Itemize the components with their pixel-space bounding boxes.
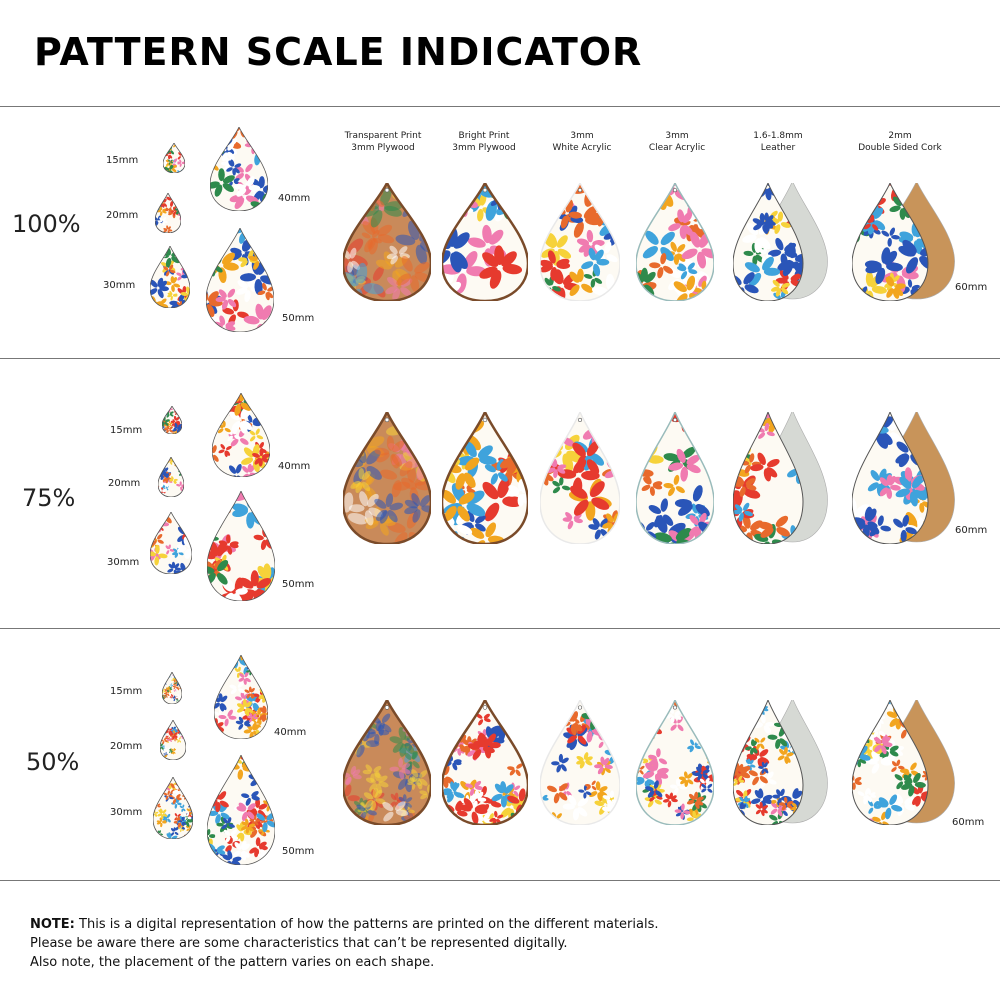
teardrop-size-sample [158, 457, 184, 497]
divider [0, 358, 1000, 359]
swatch-leather [733, 183, 828, 301]
size-label-50mm: 50mm [282, 579, 315, 590]
size-label-15mm: 15mm [106, 155, 139, 166]
swatch-leather [733, 700, 828, 825]
size-label-30mm: 30mm [103, 280, 136, 291]
material-label-leather: 1.6-1.8mm Leather [753, 131, 803, 153]
swatch-leather [733, 412, 828, 544]
note-line-1: This is a digital representation of how … [74, 917, 659, 932]
material-label-white-acrylic: 3mm White Acrylic [552, 131, 612, 153]
material-label-transparent-plywood: Transparent Print 3mm Plywood [344, 131, 422, 153]
swatch-white-acrylic [540, 700, 620, 825]
note-line-2: Please be aware there are some character… [30, 936, 568, 951]
swatch-clear-acrylic [636, 183, 714, 301]
size-label-20mm: 20mm [110, 741, 143, 752]
teardrop-size-sample [212, 393, 270, 477]
size-label-50mm: 50mm [282, 313, 315, 324]
teardrop-size-sample [160, 720, 186, 760]
teardrop-size-sample [162, 672, 182, 704]
material-label-clear-acrylic: 3mm Clear Acrylic [648, 131, 706, 153]
size-label-30mm: 30mm [110, 807, 143, 818]
note-line-3: Also note, the placement of the pattern … [30, 955, 435, 970]
divider [0, 628, 1000, 629]
scale-label-100: 100% [12, 210, 81, 238]
swatch-cork [852, 183, 955, 301]
swatch-cork [852, 412, 955, 544]
teardrop-size-sample [150, 246, 190, 308]
size-label-40mm: 40mm [278, 193, 311, 204]
swatch-clear-acrylic [636, 412, 714, 544]
size-label-40mm: 40mm [278, 461, 311, 472]
scale-label-50: 50% [26, 748, 80, 776]
size-label-15mm: 15mm [110, 686, 143, 697]
note-block: NOTE: This is a digital representation o… [30, 915, 659, 972]
teardrop-size-sample [206, 228, 274, 332]
material-label-cork: 2mm Double Sided Cork [858, 131, 942, 153]
size-label-60mm: 60mm [955, 525, 988, 536]
swatch-bright-plywood [442, 700, 528, 825]
swatch-transparent-plywood [343, 412, 431, 544]
teardrop-size-sample [207, 491, 275, 601]
divider [0, 106, 1000, 107]
teardrop-size-sample [162, 406, 182, 434]
size-label-15mm: 15mm [110, 425, 143, 436]
size-label-60mm: 60mm [955, 282, 988, 293]
divider [0, 880, 1000, 881]
swatch-cork [852, 700, 955, 825]
swatch-bright-plywood [442, 412, 528, 544]
swatch-transparent-plywood [343, 700, 431, 825]
teardrop-size-sample [207, 755, 275, 865]
note-label: NOTE: [30, 917, 75, 932]
teardrop-size-sample [210, 127, 268, 211]
teardrop-size-sample [150, 512, 192, 574]
teardrop-size-sample [153, 777, 193, 839]
page-title: PATTERN SCALE INDICATOR [34, 30, 643, 74]
size-label-20mm: 20mm [108, 478, 141, 489]
size-label-30mm: 30mm [107, 557, 140, 568]
size-label-60mm: 60mm [952, 817, 985, 828]
swatch-clear-acrylic [636, 700, 714, 825]
size-label-50mm: 50mm [282, 846, 315, 857]
teardrop-size-sample [214, 655, 268, 739]
material-label-bright-plywood: Bright Print 3mm Plywood [452, 131, 516, 153]
swatch-white-acrylic [540, 183, 620, 301]
swatch-white-acrylic [540, 412, 620, 544]
swatch-bright-plywood [442, 183, 528, 301]
size-label-20mm: 20mm [106, 210, 139, 221]
teardrop-size-sample [155, 193, 181, 233]
size-label-40mm: 40mm [274, 727, 307, 738]
swatch-transparent-plywood [343, 183, 431, 301]
scale-label-75: 75% [22, 484, 76, 512]
teardrop-size-sample [163, 143, 185, 173]
